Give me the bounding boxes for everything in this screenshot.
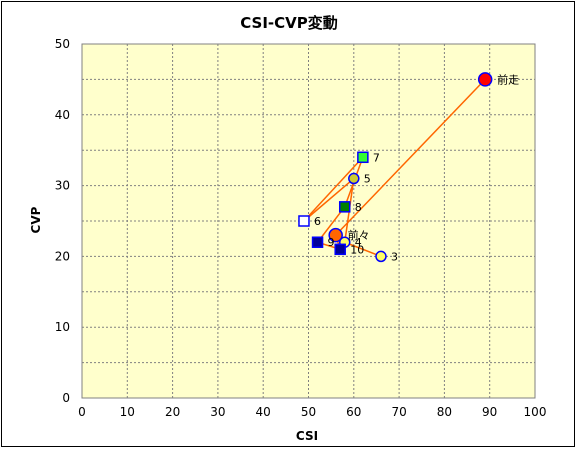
series-line-segment [316,206,346,243]
data-point-label: 10 [350,243,364,256]
data-point-label: 前走 [497,72,519,86]
plot-area: 0 10 20 30 40 50 60 70 80 90 100 0 10 20 30 40 50 3 4 5 6 7 8 9… [55,37,547,419]
data-point-label: 5 [364,173,371,186]
data-point-label: 3 [391,250,398,263]
x-tick-label: 90 [482,405,497,419]
data-point-label: 4 [355,236,362,249]
data-point-label: 6 [314,215,321,228]
series-line-segment [303,156,364,222]
data-point-circle [348,172,360,185]
data-point-circle-large [477,72,493,87]
data-point-label: 7 [373,151,380,164]
x-tick-label: 30 [210,405,225,419]
data-point-circle [375,250,387,263]
x-tick-label: 0 [78,405,86,419]
x-tick-label: 70 [391,405,406,419]
data-point-label: 前々 [348,228,370,242]
y-tick-label: 50 [55,37,70,51]
data-point-square [311,236,324,248]
series-line-segment [335,78,486,236]
data-point-square [338,201,351,213]
data-point-label: 8 [355,201,362,214]
plot-border [81,43,536,399]
y-axis-title: CVP [29,206,43,233]
x-tick-label: 10 [120,405,135,419]
x-tick-label: 60 [346,405,361,419]
data-point-label: 9 [328,236,335,249]
x-tick-label: 40 [256,405,271,419]
data-point-square [357,151,369,164]
chart-title: CSI-CVP変動 [240,14,338,32]
x-tick-label: 80 [437,405,452,419]
x-tick-label: 100 [524,405,547,419]
x-tick-label: 50 [301,405,316,419]
series-line-segment [344,241,382,258]
data-point-circle-large [328,227,343,243]
data-point-square [334,243,346,256]
y-tick-label: 10 [55,320,70,334]
x-tick-label: 20 [165,405,180,419]
data-point-square [298,215,310,227]
y-tick-label: 40 [55,108,70,122]
y-tick-label: 20 [55,249,70,263]
x-axis-title: CSI [296,429,318,443]
y-tick-label: 0 [62,391,70,405]
y-tick-label: 30 [55,179,70,193]
series-line-segment [303,177,355,222]
